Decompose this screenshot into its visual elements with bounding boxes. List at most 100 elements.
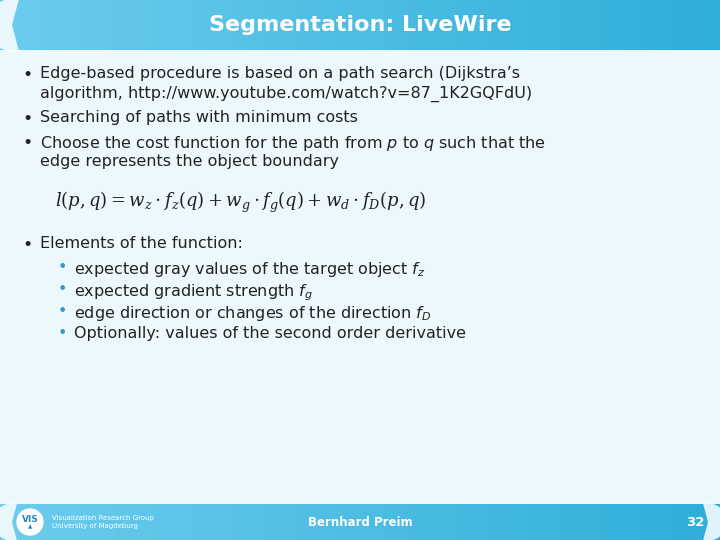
Bar — [0, 50, 720, 504]
Bar — [432, 0, 434, 50]
Bar — [528, 0, 531, 50]
Bar — [667, 0, 670, 50]
Bar — [639, 504, 641, 540]
Text: VIS: VIS — [22, 516, 38, 524]
Bar — [698, 504, 701, 540]
Bar — [547, 0, 549, 50]
Bar — [79, 504, 81, 540]
Bar — [137, 504, 139, 540]
Bar — [96, 0, 99, 50]
Bar — [72, 0, 74, 50]
Bar — [96, 504, 99, 540]
Bar — [369, 504, 372, 540]
Bar — [264, 0, 266, 50]
Bar — [225, 504, 228, 540]
Bar — [564, 504, 567, 540]
Text: 32: 32 — [686, 516, 704, 529]
Bar — [9, 0, 12, 50]
Bar — [441, 0, 444, 50]
Bar — [120, 504, 122, 540]
Bar — [290, 0, 293, 50]
Bar — [362, 0, 365, 50]
Bar — [626, 504, 629, 540]
Bar — [504, 504, 506, 540]
Bar — [418, 504, 420, 540]
Bar — [675, 0, 677, 50]
Bar — [387, 504, 389, 540]
Text: Elements of the function:: Elements of the function: — [40, 236, 243, 251]
Bar — [660, 504, 662, 540]
Bar — [182, 0, 185, 50]
Bar — [490, 504, 492, 540]
Bar — [7, 0, 9, 50]
Bar — [187, 504, 189, 540]
Bar — [672, 504, 675, 540]
Bar — [132, 0, 135, 50]
Bar — [230, 504, 233, 540]
Bar — [297, 504, 300, 540]
Bar — [706, 504, 708, 540]
Bar — [135, 504, 137, 540]
Bar — [657, 0, 660, 50]
Bar — [535, 0, 538, 50]
Bar — [545, 0, 547, 50]
Bar — [281, 504, 283, 540]
Bar — [286, 0, 288, 50]
Bar — [655, 504, 657, 540]
Bar — [288, 0, 290, 50]
Bar — [523, 504, 526, 540]
Bar — [182, 504, 185, 540]
Text: $l(p,q) = w_z \cdot f_z(q) + w_g \cdot f_g(q) + w_d \cdot f_D(p,q)$: $l(p,q) = w_z \cdot f_z(q) + w_g \cdot f… — [55, 190, 426, 215]
Bar — [132, 504, 135, 540]
Bar — [554, 0, 557, 50]
Bar — [542, 0, 545, 50]
Bar — [480, 504, 482, 540]
Bar — [211, 504, 214, 540]
Bar — [125, 504, 127, 540]
Bar — [439, 0, 441, 50]
Bar — [513, 504, 516, 540]
Bar — [250, 0, 252, 50]
Bar — [441, 504, 444, 540]
Circle shape — [17, 509, 43, 535]
Bar — [485, 504, 487, 540]
Bar — [223, 504, 225, 540]
Bar — [187, 0, 189, 50]
Bar — [653, 0, 655, 50]
Bar — [446, 0, 449, 50]
Bar — [22, 0, 24, 50]
Bar — [266, 504, 269, 540]
Text: Edge-based procedure is based on a path search (Dijkstra’s: Edge-based procedure is based on a path … — [40, 66, 520, 81]
Bar — [24, 504, 27, 540]
Bar — [346, 504, 348, 540]
Bar — [324, 0, 326, 50]
Bar — [84, 504, 86, 540]
Bar — [216, 504, 218, 540]
Bar — [495, 504, 497, 540]
Bar — [353, 0, 355, 50]
Bar — [81, 0, 84, 50]
Bar — [360, 504, 362, 540]
Bar — [158, 504, 161, 540]
Bar — [99, 0, 101, 50]
Bar — [67, 0, 70, 50]
Bar — [607, 504, 610, 540]
Bar — [223, 0, 225, 50]
Bar — [348, 504, 351, 540]
Bar — [540, 504, 542, 540]
Bar — [2, 504, 5, 540]
Bar — [569, 0, 571, 50]
Bar — [146, 0, 149, 50]
Bar — [456, 504, 459, 540]
Bar — [5, 0, 7, 50]
Bar — [526, 504, 528, 540]
Bar — [34, 0, 36, 50]
Bar — [271, 0, 274, 50]
Bar — [588, 504, 590, 540]
Bar — [485, 0, 487, 50]
Bar — [689, 504, 691, 540]
Bar — [398, 0, 401, 50]
Bar — [67, 504, 70, 540]
Bar — [693, 0, 696, 50]
Bar — [427, 504, 430, 540]
